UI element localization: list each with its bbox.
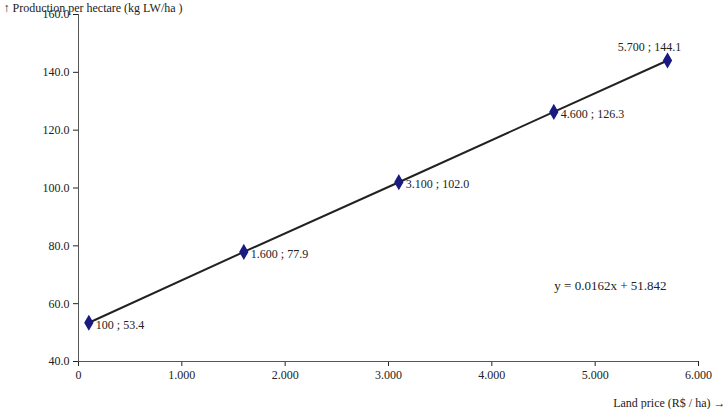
svg-text:1.000: 1.000: [168, 368, 195, 382]
svg-text:5.700 ; 144.1: 5.700 ; 144.1: [618, 40, 681, 54]
svg-text:1.600 ; 77.9: 1.600 ; 77.9: [251, 247, 308, 261]
svg-text:4.600 ; 126.3: 4.600 ; 126.3: [561, 107, 624, 121]
svg-text:40.0: 40.0: [49, 354, 70, 368]
svg-text:3.100 ; 102.0: 3.100 ; 102.0: [406, 177, 469, 191]
svg-text:120.0: 120.0: [43, 123, 70, 137]
svg-text:4.000: 4.000: [478, 368, 505, 382]
svg-text:3.000: 3.000: [375, 368, 402, 382]
svg-text:6.000: 6.000: [685, 368, 712, 382]
svg-text:↑ Production per hectare (kg L: ↑ Production per hectare (kg LW/ha ): [4, 1, 183, 15]
svg-text:60.0: 60.0: [49, 297, 70, 311]
svg-text:5.000: 5.000: [582, 368, 609, 382]
svg-text:140.0: 140.0: [43, 65, 70, 79]
svg-text:0: 0: [76, 368, 82, 382]
svg-text:2.000: 2.000: [272, 368, 299, 382]
svg-text:y = 0.0162x + 51.842: y = 0.0162x + 51.842: [554, 278, 666, 293]
svg-text:Land price (R$ / ha) →: Land price (R$ / ha) →: [613, 396, 725, 409]
svg-text:100.0: 100.0: [43, 181, 70, 195]
svg-text:100 ; 53.4: 100 ; 53.4: [96, 318, 144, 332]
svg-text:80.0: 80.0: [49, 239, 70, 253]
